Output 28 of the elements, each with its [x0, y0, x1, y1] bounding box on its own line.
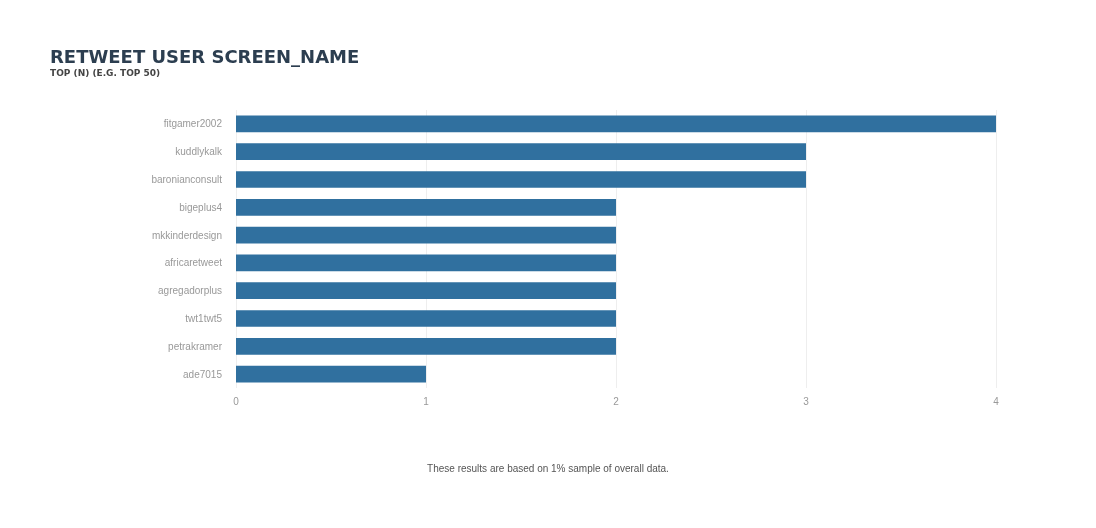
bar [236, 310, 616, 327]
bar [236, 282, 616, 300]
y-tick-label: bigeplus4 [179, 201, 223, 213]
y-tick-label: mkkinderdesign [151, 229, 222, 241]
bar [236, 226, 616, 244]
bar [236, 143, 806, 161]
bar [236, 198, 616, 216]
y-tick-label: kuddlykalk [175, 146, 223, 158]
bar [236, 254, 616, 272]
y-tick-label: baronianconsult [151, 174, 223, 185]
bar [236, 365, 426, 383]
text: TOP (N) (E.G. TOP 50) [50, 67, 161, 78]
x-tick-label: 1 [423, 395, 430, 407]
y-tick-label: fitgamer2002 [163, 118, 223, 130]
y-tick-label: ade7015 [183, 368, 223, 380]
y-tick-label: agregadorplus [158, 285, 222, 297]
text: These results are based on 1% sample of overall data. [427, 462, 669, 474]
bar [236, 115, 996, 133]
bar [236, 337, 616, 355]
x-tick-label: 4 [993, 395, 1000, 407]
bar [236, 171, 806, 188]
y-tick-label: petrakramer [168, 340, 223, 352]
y-tick-label: twt1twt5 [185, 313, 223, 324]
chart-title: RETWEET USER SCREEN_NAME [50, 45, 360, 67]
x-tick-label: 0 [233, 395, 240, 407]
x-tick-label: 3 [803, 395, 810, 407]
x-tick-label: 2 [613, 395, 620, 407]
y-tick-label: africaretweet [164, 257, 223, 269]
